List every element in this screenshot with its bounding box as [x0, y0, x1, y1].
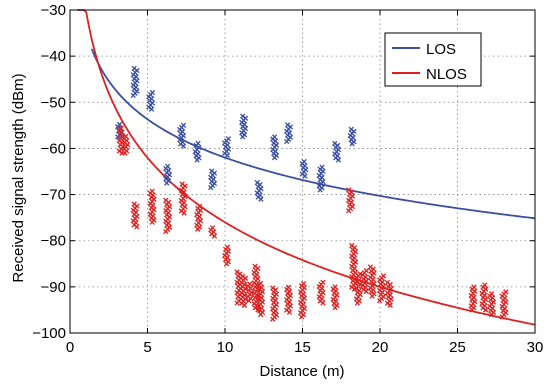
y-tick-label: −30: [41, 2, 66, 19]
point-cluster-nlos: [209, 226, 217, 239]
x-tick-label: 0: [66, 339, 74, 356]
point-cluster-nlos: [500, 290, 508, 319]
y-axis-label: Received signal strength (dBm): [10, 73, 27, 282]
x-tick-label: 10: [217, 339, 234, 356]
point-cluster-los: [209, 169, 217, 190]
point-cluster-nlos: [257, 281, 265, 317]
x-tick-label: 5: [143, 339, 151, 356]
y-tick-label: −100: [32, 325, 66, 342]
y-tick-label: −50: [41, 94, 66, 111]
point-cluster-nlos: [179, 182, 187, 215]
x-tick-label: 30: [527, 339, 544, 356]
point-cluster-los: [300, 159, 308, 178]
x-tick-label: 15: [294, 339, 311, 356]
point-cluster-nlos: [331, 285, 339, 310]
point-cluster-los: [240, 114, 248, 139]
x-tick-label: 25: [449, 339, 466, 356]
y-tick-label: −90: [41, 279, 66, 296]
point-cluster-nlos: [469, 285, 477, 312]
point-cluster-los: [284, 123, 292, 144]
point-cluster-los: [255, 180, 263, 201]
point-cluster-los: [222, 137, 230, 158]
point-cluster-los: [131, 66, 139, 97]
point-cluster-los: [178, 123, 186, 148]
point-cluster-nlos: [284, 285, 292, 314]
point-cluster-nlos: [480, 283, 488, 312]
y-tick-label: −60: [41, 140, 66, 157]
point-cluster-los: [348, 127, 356, 146]
point-cluster-nlos: [117, 126, 125, 155]
point-cluster-los: [164, 164, 172, 185]
y-tick-label: −70: [41, 187, 66, 204]
point-cluster-nlos: [148, 189, 156, 225]
y-tick-label: −40: [41, 48, 66, 65]
x-tick-label: 20: [372, 339, 389, 356]
x-axis-label: Distance (m): [259, 363, 344, 380]
y-tick-label: −80: [41, 233, 66, 250]
point-cluster-nlos: [131, 202, 139, 229]
point-cluster-nlos: [488, 292, 496, 317]
point-cluster-nlos: [271, 286, 279, 322]
point-cluster-los: [271, 135, 279, 160]
legend-label-nlos: NLOS: [426, 66, 467, 83]
point-cluster-nlos: [195, 204, 203, 231]
point-cluster-nlos: [222, 245, 230, 266]
legend: LOS NLOS: [385, 33, 481, 86]
point-cluster-nlos: [385, 280, 393, 307]
point-cluster-nlos: [298, 281, 306, 319]
point-cluster-los: [317, 165, 325, 192]
point-cluster-nlos: [317, 280, 325, 305]
point-cluster-los: [333, 141, 341, 162]
point-cluster-nlos: [164, 198, 172, 234]
point-cluster-nlos: [368, 265, 376, 298]
point-cluster-los: [193, 141, 201, 162]
legend-label-los: LOS: [426, 41, 456, 58]
measurement-points: [116, 66, 509, 321]
